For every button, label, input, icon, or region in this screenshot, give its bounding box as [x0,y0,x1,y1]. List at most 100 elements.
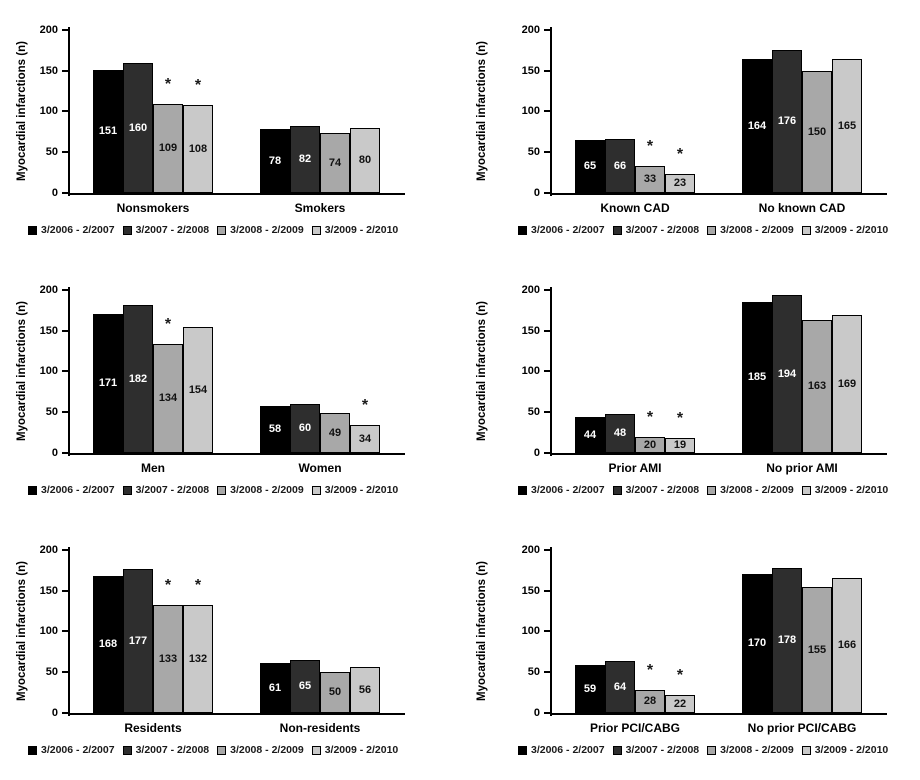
bar: 61 [260,663,290,713]
legend-item: 3/2009 - 2/2010 [311,224,398,236]
bar: 170 [742,574,772,713]
legend-item: 3/2008 - 2/2009 [217,744,304,756]
legend-swatch-icon [518,745,527,755]
legend-item: 3/2008 - 2/2009 [217,484,304,496]
legend-item: 3/2008 - 2/2009 [217,224,304,236]
bar: 166 [832,578,862,713]
legend-label: 3/2007 - 2/2008 [135,484,210,496]
y-tick-label: 0 [51,707,58,719]
bar-value-label: 150 [807,125,827,138]
bar: 65 [290,660,320,713]
y-tick-mark [544,330,550,332]
legend-label: 3/2009 - 2/2010 [324,484,399,496]
legend-swatch-icon [612,745,622,755]
chart-prior-pci-cabg-vs-no-prior-pci-cabg: Myocardial infarctions (n) 0 50 100 150 200 59… [460,520,920,780]
legend-item: 3/2006 - 2/2007 [28,744,115,756]
legend-item: 3/2009 - 2/2010 [311,484,399,496]
bar-value-label: 132 [188,652,208,665]
bar-value-label: 49 [328,426,342,439]
bar-value-label: 50 [328,686,342,698]
y-axis-line [550,547,552,716]
bar-value-label: 33 [643,173,657,185]
bar: 182 [123,305,153,453]
bar-value-label: 170 [747,637,767,649]
bar-value-label: 65 [298,680,312,692]
legend-item: 3/2009 - 2/2010 [311,744,398,756]
y-tick-label: 0 [51,447,58,459]
bar: 178 [772,568,802,713]
legend-swatch-icon [801,225,811,235]
bar: 22 [665,695,695,713]
legend-item: 3/2007 - 2/2008 [122,484,210,496]
y-tick-label: 200 [521,284,540,296]
bar: 165 [832,59,862,193]
bar: 185 [742,302,772,453]
bar-value-label: 160 [128,121,148,134]
legend-label: 3/2008 - 2/2009 [230,224,304,236]
bar: 133 [153,605,183,713]
y-axis-line [550,287,552,456]
y-tick-mark [62,630,68,632]
category-label: Non-residents [279,721,361,735]
legend-swatch-icon [518,225,527,235]
bar-value-label: 65 [583,160,597,172]
legend-label: 3/2008 - 2/2009 [230,744,304,756]
legend-swatch-icon [801,745,811,755]
category-label: No prior AMI [766,461,838,475]
y-tick-label: 50 [45,406,58,418]
y-axis-title: Myocardial infarctions (n) [476,561,488,702]
legend-label: 3/2007 - 2/2008 [625,744,700,756]
legend-label: 3/2007 - 2/2008 [135,224,210,236]
bar-value-label: 66 [613,159,627,172]
y-tick-label: 50 [527,146,540,158]
bar: 19 [665,438,695,453]
y-tick-label: 150 [39,325,58,337]
bar: 23 [665,174,695,193]
significance-asterisk: * [194,77,202,94]
y-tick-label: 150 [39,65,58,77]
y-tick-mark [544,452,550,454]
legend-swatch-icon [612,485,622,495]
category-label: Women [298,461,342,475]
bar-value-label: 22 [673,697,687,710]
bar: 155 [802,587,832,713]
legend-swatch-icon [122,485,132,495]
bar: 56 [350,667,380,713]
category-label: Known CAD [600,201,670,215]
x-axis-line [68,453,405,455]
bar-value-label: 169 [837,377,857,390]
bar: 78 [260,129,290,193]
legend-item: 3/2006 - 2/2007 [518,484,605,496]
x-axis-line [550,453,887,455]
significance-asterisk: * [646,138,654,155]
bar: 33 [635,166,665,193]
legend-label: 3/2006 - 2/2007 [531,744,605,756]
legend-swatch-icon [122,225,132,235]
bar: 177 [123,569,153,713]
chart-men-vs-women: Myocardial infarctions (n) 0 50 100 150 200 17… [0,260,460,520]
legend: 3/2006 - 2/2007 3/2007 - 2/2008 3/2008 - 2… [28,484,398,496]
bar-value-label: 185 [747,371,767,383]
y-tick-label: 150 [521,325,540,337]
y-tick-label: 200 [39,24,58,36]
chart-nonsmokers-vs-smokers: Myocardial infarctions (n) 0 50 100 150 200 15… [0,0,460,260]
significance-asterisk: * [164,316,172,333]
bar: 171 [93,314,123,453]
bar: 82 [290,126,320,193]
bar-value-label: 178 [777,634,797,646]
y-tick-mark [544,630,550,632]
legend-item: 3/2007 - 2/2008 [612,224,699,236]
y-tick-mark [544,370,550,372]
bar-value-label: 34 [358,432,372,445]
y-tick-label: 100 [521,625,540,637]
x-axis-line [68,193,405,195]
bar-value-label: 59 [583,682,597,695]
y-axis-title: Myocardial infarctions (n) [476,41,488,182]
y-tick-mark [544,151,550,153]
legend-item: 3/2009 - 2/2010 [801,224,888,236]
bar: 176 [772,50,802,193]
legend-label: 3/2009 - 2/2010 [814,744,889,756]
category-label: Nonsmokers [116,201,190,215]
bar: 160 [123,63,153,193]
bar-value-label: 58 [268,423,282,435]
